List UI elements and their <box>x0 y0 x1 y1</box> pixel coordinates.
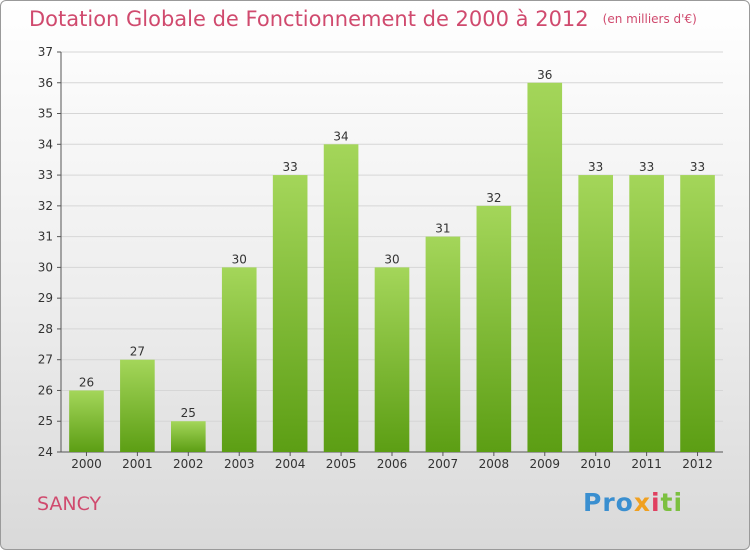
x-tick-label: 2012 <box>682 457 713 471</box>
bar <box>221 267 257 452</box>
bar <box>120 359 155 452</box>
x-tick-label: 2009 <box>529 457 560 471</box>
proxiti-logo[interactable]: Proxiti <box>583 488 683 517</box>
x-tick-label: 2002 <box>173 457 204 471</box>
chart-title: Dotation Globale de Fonctionnement de 20… <box>29 7 697 31</box>
commune-name: SANCY <box>37 493 102 515</box>
y-tick-label: 32 <box>38 199 53 213</box>
x-tick-label: 2004 <box>275 457 306 471</box>
x-tick-label: 2000 <box>71 457 102 471</box>
bar <box>272 175 308 453</box>
bar <box>374 267 410 452</box>
chart-title-text: Dotation Globale de Fonctionnement de 20… <box>29 7 589 31</box>
data-label: 30 <box>232 252 247 266</box>
data-label: 34 <box>333 129 348 143</box>
logo-part-2: x <box>633 488 651 517</box>
y-tick-label: 25 <box>38 414 53 428</box>
x-tick-label: 2007 <box>428 457 459 471</box>
x-tick-label: 2003 <box>224 457 255 471</box>
x-tick-label: 2001 <box>122 457 153 471</box>
data-label: 25 <box>181 406 196 420</box>
bar <box>629 175 664 453</box>
data-label: 33 <box>588 160 603 174</box>
data-label: 30 <box>384 252 399 266</box>
x-tick-label: 2005 <box>326 457 357 471</box>
y-tick-label: 30 <box>38 260 53 274</box>
unit-note: (en milliers d'€) <box>602 12 697 26</box>
y-tick-label: 28 <box>38 322 53 336</box>
bar <box>425 236 461 452</box>
data-label: 33 <box>283 160 298 174</box>
y-tick-label: 29 <box>38 291 53 305</box>
x-tick-label: 2011 <box>631 457 662 471</box>
bar <box>69 390 104 452</box>
data-label: 26 <box>79 375 94 389</box>
bar <box>476 205 512 452</box>
bar <box>170 421 206 452</box>
x-tick-label: 2010 <box>580 457 611 471</box>
y-tick-label: 35 <box>38 107 53 121</box>
data-label: 33 <box>690 160 705 174</box>
data-label: 33 <box>639 160 654 174</box>
logo-part-4: ti <box>660 488 684 517</box>
data-label: 27 <box>130 345 145 359</box>
y-tick-label: 31 <box>38 230 53 244</box>
y-tick-label: 26 <box>38 383 53 397</box>
y-tick-label: 27 <box>38 353 53 367</box>
logo-part-1: Pro <box>583 488 634 517</box>
data-label: 31 <box>435 222 450 236</box>
data-label: 36 <box>537 68 552 82</box>
y-tick-label: 36 <box>38 76 53 90</box>
y-tick-label: 33 <box>38 168 53 182</box>
y-tick-label: 37 <box>38 45 53 59</box>
logo-part-3: i <box>650 488 661 517</box>
axes: 24 25 26 27 28 29 30 31 32 33 34 35 36 37 2000 2001 2002… <box>38 45 723 471</box>
data-label: 32 <box>486 191 501 205</box>
x-tick-label: 2008 <box>479 457 510 471</box>
bars <box>69 82 715 453</box>
x-tick-label: 2006 <box>377 457 408 471</box>
bar <box>323 144 359 453</box>
data-labels: 26 27 25 30 33 34 30 31 32 36 33 33 33 <box>79 68 705 420</box>
bar <box>527 82 563 453</box>
bar <box>680 175 715 453</box>
y-tick-label: 34 <box>38 137 53 151</box>
bar <box>578 175 614 453</box>
y-tick-label: 24 <box>38 445 53 459</box>
